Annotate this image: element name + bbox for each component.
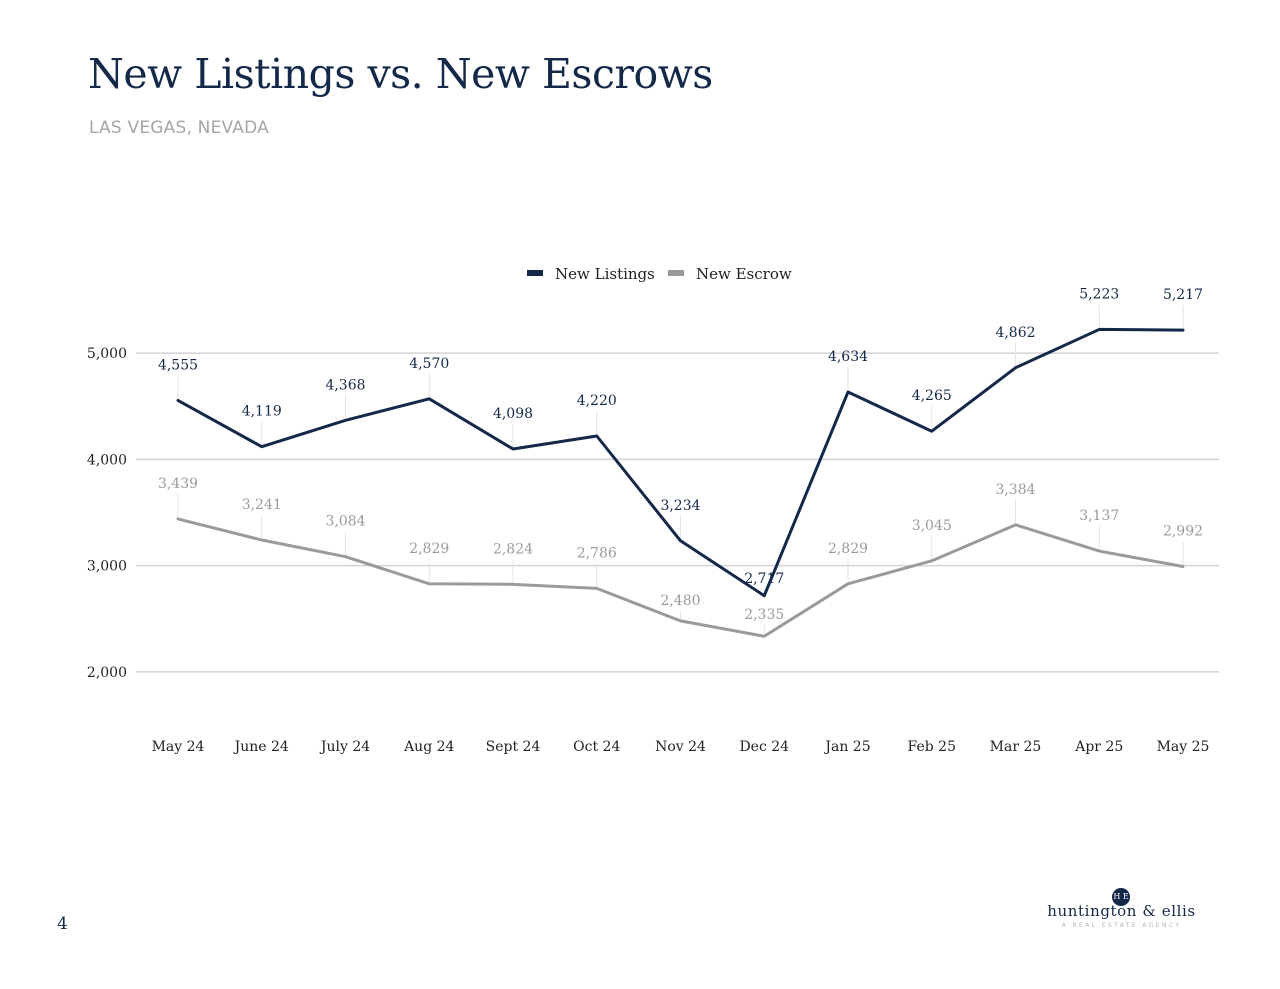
x-tick-label: July 24 (319, 739, 370, 755)
data-label: 2,480 (660, 593, 700, 609)
series-line-new-escrow (176, 517, 1185, 638)
data-label: 2,829 (828, 541, 868, 557)
data-label: 2,992 (1163, 523, 1203, 539)
y-tick-label: 4,000 (87, 452, 127, 468)
data-label: 4,119 (242, 404, 282, 420)
legend-label: New Escrow (696, 265, 792, 283)
data-label: 3,045 (912, 518, 952, 534)
x-tick-label: May 24 (152, 739, 205, 755)
x-tick-label: Oct 24 (573, 739, 620, 755)
data-label: 3,137 (1079, 508, 1119, 524)
data-label: 4,098 (493, 406, 533, 422)
data-label: 4,220 (577, 393, 617, 409)
y-tick-label: 3,000 (87, 559, 127, 575)
x-tick-label: Apr 25 (1074, 739, 1123, 755)
data-label: 5,217 (1163, 287, 1203, 303)
y-tick-label: 2,000 (87, 665, 127, 681)
data-label: 4,265 (912, 388, 952, 404)
data-label: 2,824 (493, 541, 533, 557)
data-label: 5,223 (1079, 286, 1119, 302)
page-title: New Listings vs. New Escrows (88, 50, 713, 98)
legend-swatch (668, 270, 684, 276)
series-line-new-listings (176, 327, 1185, 598)
data-label: 2,829 (409, 541, 449, 557)
data-label: 3,234 (660, 498, 700, 514)
data-label: 3,084 (325, 514, 365, 530)
legend-swatch (527, 270, 543, 276)
y-tick-label: 5,000 (87, 346, 127, 362)
data-label: 4,368 (325, 377, 365, 393)
logo-mark-icon: H E (1112, 888, 1130, 906)
data-label: 2,335 (744, 607, 784, 623)
page-number: 4 (57, 914, 68, 934)
company-logo: H E huntington & ellis A REAL ESTATE AGE… (1044, 884, 1199, 934)
data-label: 3,439 (158, 476, 198, 492)
page-subtitle: LAS VEGAS, NEVADA (89, 118, 269, 138)
data-label: 2,786 (577, 545, 617, 561)
data-label: 3,384 (995, 482, 1035, 498)
x-tick-label: Mar 25 (990, 739, 1042, 755)
data-label: 2,717 (744, 571, 784, 587)
x-tick-label: June 24 (233, 739, 289, 755)
x-tick-label: Jan 25 (823, 739, 870, 755)
data-label: 4,570 (409, 356, 449, 372)
legend-label: New Listings (555, 265, 655, 283)
data-label: 4,862 (995, 325, 1035, 341)
x-tick-label: Dec 24 (739, 739, 789, 755)
data-label: 4,555 (158, 357, 198, 373)
logo-tagline: A REAL ESTATE AGENCY (1061, 922, 1182, 929)
x-tick-label: Sept 24 (486, 739, 541, 755)
x-tick-label: Nov 24 (655, 739, 706, 755)
x-tick-label: Feb 25 (908, 739, 956, 755)
data-label: 4,634 (828, 349, 868, 365)
x-tick-label: Aug 24 (403, 739, 454, 755)
logo-name: huntington & ellis (1047, 902, 1196, 920)
x-tick-label: May 25 (1157, 739, 1210, 755)
data-label: 3,241 (242, 497, 282, 513)
